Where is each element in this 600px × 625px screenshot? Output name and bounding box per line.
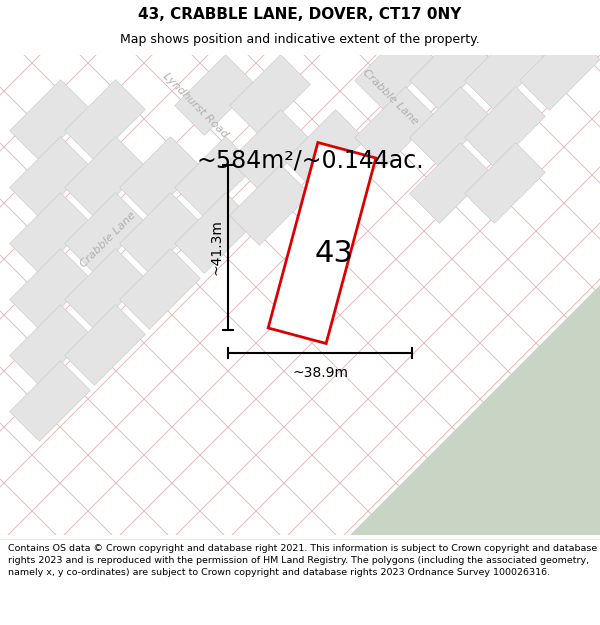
Polygon shape xyxy=(10,361,91,441)
Polygon shape xyxy=(464,142,545,223)
Polygon shape xyxy=(10,192,91,273)
Text: Crabble Lane: Crabble Lane xyxy=(79,210,137,270)
Polygon shape xyxy=(464,30,545,110)
Text: Map shows position and indicative extent of the property.: Map shows position and indicative extent… xyxy=(120,34,480,46)
Text: Crabble Lane: Crabble Lane xyxy=(361,68,419,127)
Text: 43: 43 xyxy=(314,239,353,268)
Polygon shape xyxy=(119,192,200,273)
Polygon shape xyxy=(230,165,310,245)
Polygon shape xyxy=(268,142,376,344)
Polygon shape xyxy=(355,87,436,168)
Polygon shape xyxy=(284,110,365,190)
Polygon shape xyxy=(65,80,145,160)
Text: ~38.9m: ~38.9m xyxy=(292,366,348,380)
Polygon shape xyxy=(119,137,200,218)
Polygon shape xyxy=(464,87,545,168)
Polygon shape xyxy=(410,142,490,223)
Polygon shape xyxy=(520,30,600,110)
Polygon shape xyxy=(119,249,200,329)
Polygon shape xyxy=(175,55,256,135)
Polygon shape xyxy=(230,55,310,135)
Polygon shape xyxy=(350,285,600,535)
Polygon shape xyxy=(10,305,91,385)
Polygon shape xyxy=(175,192,256,273)
Text: ~584m²/~0.144ac.: ~584m²/~0.144ac. xyxy=(196,148,424,172)
Polygon shape xyxy=(410,87,490,168)
Polygon shape xyxy=(10,137,91,218)
Polygon shape xyxy=(410,30,490,110)
Polygon shape xyxy=(10,80,91,160)
Polygon shape xyxy=(65,137,145,218)
Polygon shape xyxy=(65,192,145,273)
Polygon shape xyxy=(65,249,145,329)
Text: Contains OS data © Crown copyright and database right 2021. This information is : Contains OS data © Crown copyright and d… xyxy=(8,544,597,578)
Polygon shape xyxy=(175,137,256,218)
Polygon shape xyxy=(230,110,310,190)
Text: Lyndhurst Road: Lyndhurst Road xyxy=(161,71,229,139)
Polygon shape xyxy=(355,30,436,110)
Polygon shape xyxy=(65,305,145,385)
Text: 43, CRABBLE LANE, DOVER, CT17 0NY: 43, CRABBLE LANE, DOVER, CT17 0NY xyxy=(139,7,461,22)
Polygon shape xyxy=(10,249,91,329)
Text: ~41.3m: ~41.3m xyxy=(209,219,223,276)
